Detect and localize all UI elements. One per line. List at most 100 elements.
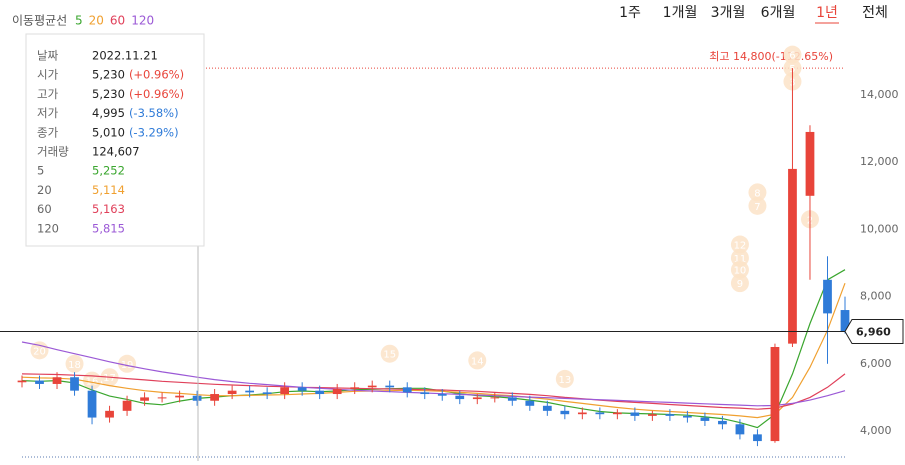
candle-body (718, 420, 727, 425)
event-label: 13 (558, 375, 571, 386)
candle-body (455, 395, 465, 400)
event-marker (783, 45, 802, 64)
event-label: 7 (754, 202, 760, 213)
candle-body (332, 388, 342, 395)
event-marker (380, 344, 399, 363)
period-button[interactable]: 1주 (619, 5, 641, 21)
y-tick-label: 4,000 (860, 424, 892, 437)
candle-body (472, 397, 482, 400)
candle-body (683, 415, 692, 418)
candle-body (437, 394, 447, 396)
candle-body (490, 397, 500, 399)
candle-body (612, 412, 622, 415)
tooltip-change: (-3.29%) (129, 125, 179, 139)
tooltip-change: (-3.58%) (129, 106, 179, 120)
tooltip-value: 5,163 (92, 202, 125, 216)
candle-body (823, 279, 832, 314)
candle-body (210, 394, 219, 401)
candle-body (262, 392, 272, 395)
y-tick-label: 10,000 (860, 222, 899, 235)
legend-entry: 20 (89, 14, 104, 28)
tooltip-label: 60 (37, 202, 52, 216)
candle-body (700, 417, 710, 421)
tooltip-value: 124,607 (92, 145, 140, 159)
candle-body (140, 397, 149, 401)
candle-body (770, 346, 780, 442)
event-label: 9 (737, 279, 743, 290)
tooltip-label: 종가 (37, 125, 59, 139)
period-button[interactable]: 전체 (862, 5, 888, 21)
event-marker (748, 183, 767, 202)
period-button[interactable]: 1년 (816, 5, 838, 21)
candle-body (577, 412, 587, 415)
candle-body (840, 310, 850, 332)
ma-line (21, 282, 846, 419)
candle-body (420, 392, 430, 395)
candle-body (315, 390, 325, 395)
candle-body (542, 405, 552, 411)
event-marker (748, 196, 767, 215)
y-tick-label: 6,000 (860, 357, 892, 370)
tooltip-value: 5,815 (92, 221, 125, 235)
ma-line (21, 341, 846, 407)
candle-body (70, 377, 79, 391)
legend-title: 이동평균선 (12, 14, 67, 28)
candle-body (525, 400, 535, 406)
event-marker (555, 369, 574, 388)
tooltip-label: 5 (37, 164, 44, 178)
tooltip-value: 5,114 (92, 183, 125, 197)
event-label: 20 (33, 346, 46, 357)
tooltip-label: 20 (37, 183, 52, 197)
tooltip-value: 2022.11.21 (92, 49, 158, 63)
y-tick-label: 12,000 (860, 155, 899, 168)
candle-body (385, 385, 395, 388)
candle-body (648, 414, 657, 416)
y-tick-label: 8,000 (860, 290, 892, 303)
tooltip-label: 시가 (37, 68, 59, 82)
candle-body (87, 390, 97, 418)
current-tag (844, 319, 904, 345)
period-button[interactable]: 1개월 (663, 5, 698, 21)
tooltip-label: 거래량 (37, 145, 69, 159)
event-marker (118, 354, 137, 373)
event-marker (730, 260, 749, 279)
candle-body (17, 380, 27, 383)
max-label: 최고 14,800(-112.65%) (709, 50, 833, 63)
tooltip-value: 5,252 (92, 164, 125, 178)
event-label: 11 (734, 254, 747, 265)
candle-body (192, 395, 202, 401)
candle-body (753, 434, 762, 442)
candle-body (805, 131, 815, 196)
candle-body (367, 385, 377, 388)
candle-body (245, 390, 255, 393)
candle-body (665, 414, 675, 416)
candle-body (402, 387, 412, 393)
candle-body (280, 387, 290, 395)
candle-body (350, 387, 360, 389)
tooltip-value: 5,010 (92, 125, 125, 139)
tooltip-change: (+0.96%) (129, 68, 184, 82)
legend-entry: 120 (131, 14, 154, 28)
candle-body (175, 395, 184, 398)
candle-body (297, 387, 307, 391)
period-button[interactable]: 3개월 (711, 5, 746, 21)
candle-body (227, 390, 237, 395)
tooltip-label: 저가 (37, 106, 59, 120)
tooltip-label: 고가 (37, 87, 59, 101)
event-label: 15 (383, 350, 396, 361)
candle-body (507, 397, 517, 401)
candle-body (595, 412, 605, 415)
tooltip-value: 5,230 (92, 87, 125, 101)
period-button[interactable]: 6개월 (761, 5, 796, 21)
legend-entry: 5 (75, 14, 83, 28)
event-marker (730, 274, 749, 293)
candle-body (788, 168, 797, 344)
event-label: 10 (734, 266, 747, 277)
event-label: 17 (103, 373, 116, 384)
event-label: 12 (734, 241, 747, 252)
event-label: 18 (68, 360, 81, 371)
candle-body (630, 412, 640, 416)
tooltip-value: 5,230 (92, 68, 125, 82)
y-tick-label: 14,000 (860, 88, 899, 101)
candle-body (122, 400, 132, 411)
